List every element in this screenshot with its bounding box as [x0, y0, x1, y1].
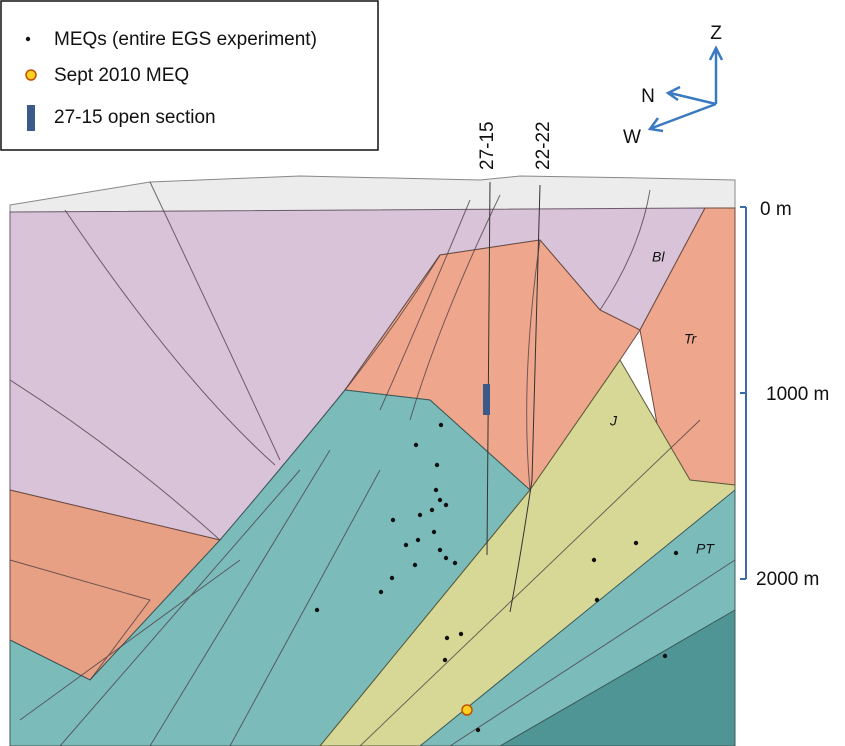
sept-2010-meq	[462, 705, 472, 715]
well-label: 27-15	[477, 121, 498, 170]
unit-label: Tr	[684, 331, 698, 347]
legend-label: MEQs (entire EGS experiment)	[54, 29, 317, 50]
depth-label: 1000 m	[766, 384, 829, 405]
open-section	[483, 384, 490, 415]
unit-label: PT	[696, 541, 715, 557]
compass	[650, 48, 722, 131]
depth-scale	[740, 207, 746, 579]
unit-label: J	[609, 413, 618, 429]
compass-z: Z	[710, 23, 722, 44]
unit-label: Bl	[652, 249, 665, 265]
depth-label: 0 m	[760, 199, 792, 220]
compass-w: W	[623, 127, 641, 148]
well-label: 22-22	[533, 121, 554, 170]
depth-label: 2000 m	[756, 569, 819, 590]
compass-n: N	[641, 86, 655, 107]
legend-label: Sept 2010 MEQ	[54, 65, 189, 86]
geologic-model	[10, 176, 735, 746]
legend-label: 27-15 open section	[54, 107, 216, 128]
diagram: 27-15 22-22 Bl Tr J PT 0 m 1000 m 2000 m…	[0, 0, 845, 746]
